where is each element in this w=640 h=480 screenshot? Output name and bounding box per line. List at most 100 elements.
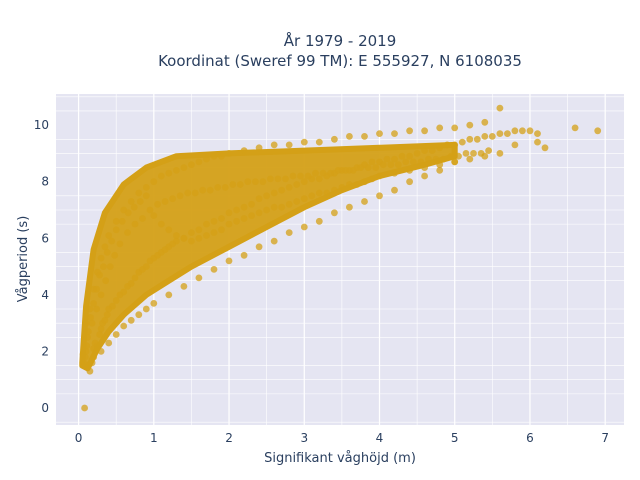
- data-point: [88, 359, 96, 367]
- data-point: [519, 127, 526, 135]
- data-point: [361, 198, 368, 205]
- data-point: [124, 229, 131, 237]
- y-tick-label: 2: [41, 344, 49, 358]
- data-point: [165, 169, 173, 177]
- data-point: [534, 138, 541, 146]
- data-point: [203, 220, 210, 228]
- x-tick-label: 1: [150, 431, 158, 445]
- data-point: [93, 305, 100, 313]
- data-point: [391, 155, 398, 163]
- data-point: [225, 220, 233, 228]
- data-point: [285, 141, 293, 149]
- data-point: [410, 158, 417, 166]
- data-point: [368, 175, 376, 183]
- data-point: [391, 169, 398, 177]
- data-point: [252, 178, 259, 186]
- data-point: [485, 147, 492, 155]
- data-point: [180, 283, 188, 290]
- data-point: [255, 144, 263, 152]
- data-point: [406, 152, 413, 160]
- data-point: [496, 130, 504, 138]
- data-point: [526, 127, 534, 135]
- data-point: [103, 249, 111, 256]
- data-point: [300, 138, 308, 146]
- data-point: [466, 135, 474, 143]
- data-point: [203, 155, 210, 163]
- data-point: [142, 263, 150, 270]
- data-point: [135, 311, 143, 319]
- data-point: [173, 167, 180, 174]
- data-point: [105, 339, 113, 347]
- data-point: [447, 152, 455, 160]
- data-point: [203, 232, 210, 239]
- data-point: [451, 124, 459, 132]
- data-point: [443, 141, 451, 149]
- data-point: [112, 331, 120, 338]
- data-point: [455, 152, 462, 160]
- data-point: [462, 150, 470, 157]
- data-point: [436, 144, 444, 152]
- data-point: [210, 266, 218, 273]
- x-tick-label: 0: [75, 431, 83, 445]
- x-tick-label: 3: [300, 431, 308, 445]
- data-point: [90, 353, 97, 361]
- data-point: [127, 316, 135, 324]
- data-point: [285, 184, 293, 191]
- data-point: [210, 229, 218, 237]
- data-point: [406, 178, 413, 186]
- data-point: [376, 192, 383, 200]
- data-point: [225, 257, 233, 265]
- data-point: [353, 181, 361, 188]
- data-point: [142, 305, 150, 313]
- data-point: [421, 164, 428, 172]
- data-point: [165, 291, 173, 299]
- data-point: [267, 175, 274, 183]
- data-point: [136, 198, 144, 205]
- data-point: [496, 104, 504, 112]
- data-point: [161, 198, 169, 205]
- data-point: [285, 200, 293, 208]
- data-point: [255, 243, 263, 251]
- data-point: [571, 124, 579, 132]
- data-point: [240, 147, 248, 155]
- data-point: [391, 186, 398, 194]
- data-point: [157, 220, 165, 228]
- data-point: [361, 133, 368, 140]
- data-point: [169, 195, 177, 203]
- data-point: [173, 237, 180, 245]
- data-point: [206, 186, 214, 194]
- y-tick-labels: 0 2 4 6 8 10: [34, 118, 49, 415]
- data-point: [210, 217, 218, 225]
- data-point: [594, 127, 602, 135]
- data-point: [323, 189, 331, 197]
- data-point: [372, 164, 380, 172]
- data-point: [180, 234, 188, 242]
- data-point: [188, 229, 195, 237]
- data-point: [368, 158, 376, 166]
- data-point: [103, 311, 111, 319]
- data-point: [109, 302, 116, 310]
- data-point: [106, 263, 114, 270]
- data-point: [86, 367, 94, 375]
- data-point: [188, 161, 195, 169]
- data-point: [180, 164, 188, 172]
- data-point: [112, 226, 120, 234]
- data-point: [127, 198, 135, 205]
- data-point: [240, 215, 248, 222]
- x-tick-labels: 0 1 2 3 4 5 6 7: [75, 431, 609, 445]
- data-point: [210, 152, 218, 160]
- data-point: [436, 124, 444, 132]
- data-point: [327, 169, 334, 177]
- y-tick-label: 6: [41, 231, 49, 245]
- data-point: [131, 220, 139, 228]
- data-point: [473, 135, 481, 143]
- data-point: [451, 141, 459, 149]
- data-point: [229, 181, 237, 188]
- data-point: [218, 152, 225, 160]
- data-point: [361, 178, 368, 186]
- data-point: [315, 189, 323, 197]
- data-point: [118, 217, 126, 225]
- data-point: [541, 144, 549, 152]
- data-point: [413, 150, 421, 157]
- data-point: [406, 127, 413, 135]
